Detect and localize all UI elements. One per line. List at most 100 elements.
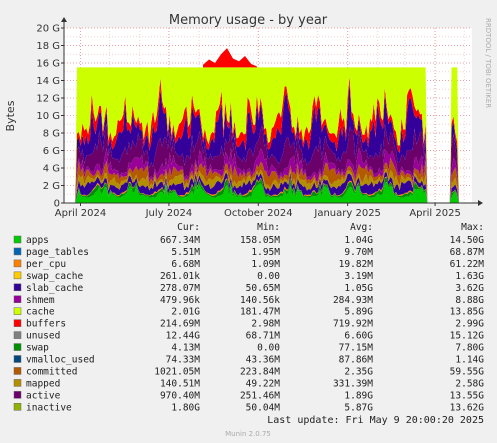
data-areas (64, 48, 472, 204)
legend-swatch (13, 235, 22, 244)
legend-name: slab_cache (26, 283, 83, 294)
legend-value: 1.09M (251, 259, 280, 270)
legend-swatch (13, 379, 22, 387)
legend-value: 261.01k (160, 271, 200, 282)
legend-swatch (13, 367, 22, 375)
legend-value: 59.55G (450, 366, 485, 377)
area-active (64, 123, 472, 203)
munin-version: Munin 2.0.75 (225, 430, 271, 438)
legend-value: 667.34M (160, 235, 200, 246)
legend-value: 68.87M (450, 247, 485, 258)
legend-name: cache (26, 307, 55, 318)
x-tick-label: October 2024 (224, 208, 293, 219)
legend-col-header: Min: (257, 222, 280, 233)
x-tick-label: January 2025 (313, 208, 381, 219)
legend-value: 479.96k (160, 295, 200, 306)
legend-value: 284.93M (333, 295, 373, 306)
legend-name: vmalloc_used (26, 355, 95, 366)
y-tick-label: 20 G (36, 24, 60, 35)
x-tick-label: April 2024 (55, 208, 106, 219)
legend-name: committed (26, 366, 77, 377)
legend-name: shmem (26, 295, 55, 306)
y-tick-label: 6 G (43, 146, 60, 157)
legend-value: 278.07M (160, 283, 200, 294)
legend-value: 1021.05M (154, 366, 200, 377)
legend-swatch (13, 319, 22, 327)
legend-swatch (13, 403, 22, 411)
area-slab_cache (64, 172, 472, 203)
legend-value: 61.22M (450, 259, 485, 270)
legend-value: 1.95M (251, 247, 280, 258)
legend-value: 5.87G (344, 402, 373, 413)
legend-value: 50.04M (246, 402, 281, 413)
legend-swatch (13, 307, 22, 315)
legend-col-header: Cur: (177, 222, 200, 233)
x-tick-label: July 2024 (145, 208, 193, 219)
legend-value: 7.80G (455, 343, 484, 354)
legend-value: 181.47M (240, 307, 280, 318)
rrdtool-credit: RRDTOOL / TOBI OETIKER (484, 18, 492, 108)
legend-value: 1.05G (344, 283, 373, 294)
y-tick-label: 16 G (36, 59, 60, 70)
x-axis-arrow (478, 200, 483, 206)
legend-swatch (13, 259, 22, 268)
legend-value: 3.19M (344, 271, 373, 282)
legend-value: 13.55G (450, 390, 485, 401)
y-axis-arrow (61, 17, 67, 22)
legend-value: 1.14G (455, 355, 484, 366)
legend-name: buffers (26, 319, 66, 330)
y-tick-label: 0 (54, 199, 60, 210)
y-tick-label: 4 G (43, 164, 60, 175)
legend-value: 9.70M (344, 247, 373, 258)
legend-value: 77.15M (339, 343, 374, 354)
legend-swatch (13, 271, 22, 280)
legend-swatch (13, 295, 22, 303)
x-tick-label: April 2025 (409, 208, 460, 219)
legend-value: 2.01G (171, 307, 200, 318)
legend-value: 19.82M (339, 259, 374, 270)
legend-name: apps (26, 235, 49, 246)
legend-value: 214.69M (160, 319, 200, 330)
legend-name: per_cpu (26, 259, 66, 270)
legend-value: 2.99G (455, 319, 484, 330)
legend-name: active (26, 390, 61, 401)
legend-value: 12.44G (166, 331, 201, 342)
y-tick-label: 14 G (36, 76, 60, 87)
legend-value: 14.50G (450, 235, 485, 246)
legend-swatch (13, 283, 22, 292)
legend-swatch (13, 343, 22, 351)
legend-value: 50.65M (246, 283, 281, 294)
legend-value: 1.63G (455, 271, 484, 282)
legend-value: 4.13M (171, 343, 200, 354)
legend-value: 2.35G (344, 366, 373, 377)
legend: Cur: Min: Avg: Max: apps 667.34M 158.05M 1.04G 1… (13, 222, 485, 413)
legend-value: 140.51M (160, 378, 200, 389)
legend-swatch (13, 331, 22, 339)
area-cache (64, 67, 472, 204)
legend-value: 970.40M (160, 390, 200, 401)
area-apps (64, 182, 472, 203)
legend-value: 43.36M (246, 355, 281, 366)
legend-value: 223.84M (240, 366, 280, 377)
legend-col-header: Avg: (350, 222, 373, 233)
legend-name: page_tables (26, 247, 89, 258)
last-update: Last update: Fri May 9 20:00:20 2025 (267, 415, 484, 426)
legend-swatch (13, 355, 22, 363)
y-tick-label: 12 G (36, 94, 60, 105)
legend-name: swap (26, 343, 49, 354)
legend-value: 3.62G (455, 283, 484, 294)
legend-value: 1.89G (344, 390, 373, 401)
legend-value: 13.62G (450, 402, 485, 413)
legend-value: 15.12G (450, 331, 485, 342)
legend-value: 8.88G (455, 295, 484, 306)
legend-name: unused (26, 331, 60, 342)
chart-title: Memory usage - by year (169, 13, 328, 28)
legend-value: 251.46M (240, 390, 280, 401)
legend-name: mapped (26, 378, 60, 389)
axes: 0 2 G 4 G 6 G 8 G 10 G 12 G 14 G 16 G 18 G 20 G Apr… (36, 17, 483, 219)
y-axis-label: Bytes (4, 100, 17, 131)
area-shmem (64, 147, 472, 203)
legend-value: 5.51M (171, 247, 200, 258)
legend-value: 6.60G (344, 331, 373, 342)
